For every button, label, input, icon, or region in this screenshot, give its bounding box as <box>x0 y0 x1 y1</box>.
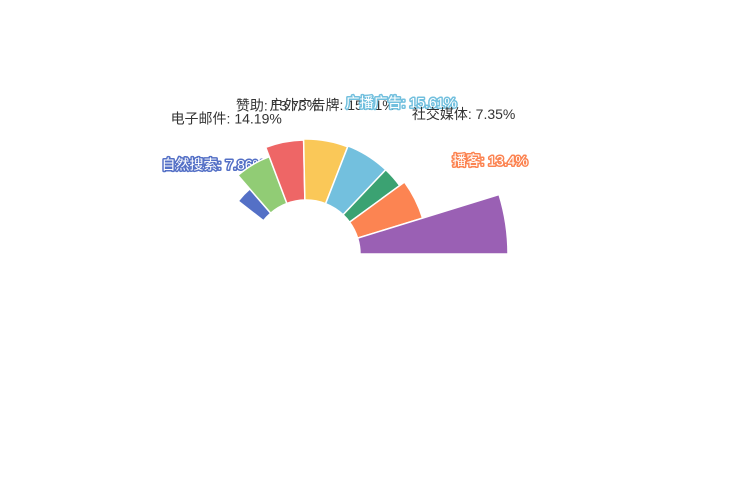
slice-label: 自然搜索: 7.86% <box>162 156 265 172</box>
pie-slice <box>356 193 509 255</box>
slice-label: 户外广告牌: 15.81% <box>269 97 394 113</box>
slice-label: 电子邮件: 14.19% <box>171 111 282 127</box>
slice-label: 社交媒体: 7.35% <box>412 106 515 122</box>
slice-label: 赞助: 13.73% <box>236 97 319 113</box>
slice-label: 广播广告: 15.61% <box>346 94 457 110</box>
slice-label: 播客: 13.4% <box>452 152 527 168</box>
